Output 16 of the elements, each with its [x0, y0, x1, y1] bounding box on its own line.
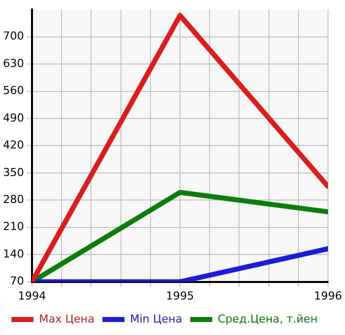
- x-tick-label: 1995: [166, 289, 194, 302]
- legend-label: Сред.Цена, т.йен: [218, 312, 318, 326]
- y-tick-label: 420: [2, 138, 24, 152]
- y-tick-label: 700: [2, 30, 24, 43]
- y-tick-label: 70: [10, 274, 24, 288]
- y-tick-label: 630: [2, 56, 24, 70]
- y-tick-label: 280: [2, 193, 24, 206]
- legend-label: Max Цена: [38, 312, 94, 326]
- y-tick-label: 560: [2, 84, 24, 98]
- legend-label: Min Цена: [130, 312, 182, 326]
- y-tick-label: 210: [2, 220, 24, 234]
- x-tick-label: 1994: [18, 289, 46, 302]
- y-tick-label: 490: [2, 111, 24, 124]
- y-tick-label: 140: [2, 247, 24, 260]
- x-tick-label: 1996: [314, 289, 342, 302]
- y-tick-label: 350: [2, 166, 24, 179]
